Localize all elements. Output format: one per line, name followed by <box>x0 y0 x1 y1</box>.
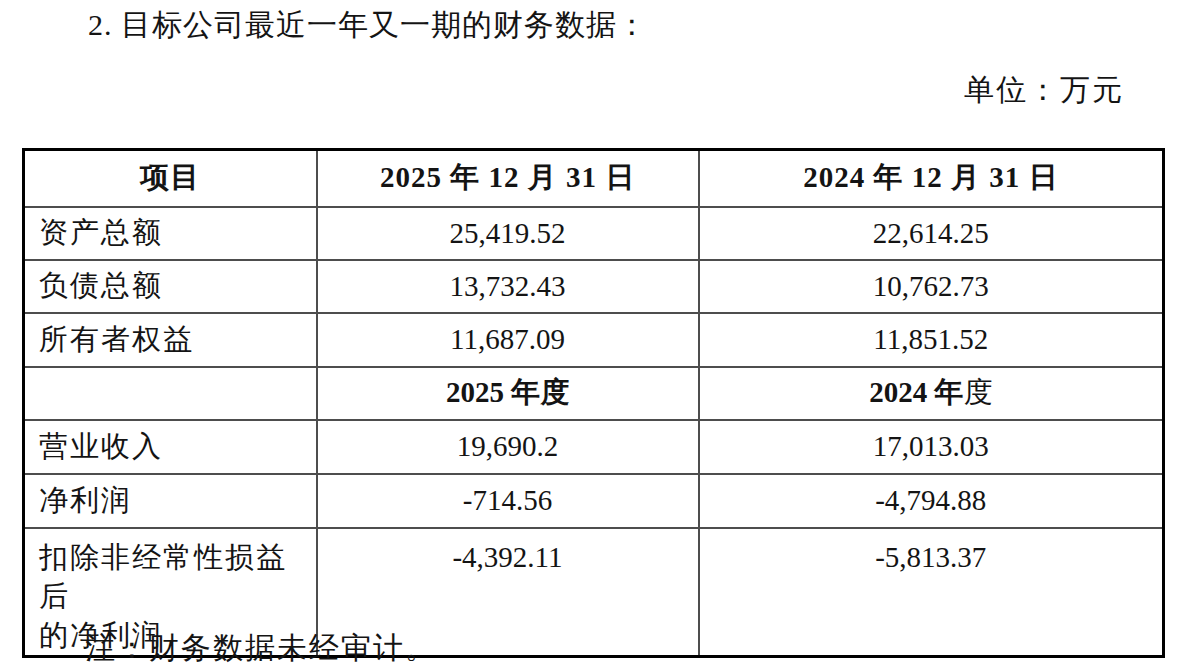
empty-cell <box>24 367 317 420</box>
table-row-operating-revenue: 营业收入 19,690.2 17,013.03 <box>24 420 1164 474</box>
row-label: 营业收入 <box>24 420 317 474</box>
table-header-row: 项目 2025 年 12 月 31 日 2024 年 12 月 31 日 <box>24 150 1164 207</box>
column-header-2024-date: 2024 年 12 月 31 日 <box>699 150 1164 207</box>
footnote: 注：财务数据未经审计。 <box>85 628 437 669</box>
table-row-total-liabilities: 负债总额 13,732.43 10,762.73 <box>24 260 1164 313</box>
row-label: 负债总额 <box>24 260 317 313</box>
value-2025: 25,419.52 <box>317 207 699 260</box>
unit-label: 单位：万元 <box>964 70 1124 111</box>
period-header-row: 2025 年度 2024 年度 <box>24 367 1164 420</box>
period-header-2024-year: 2024 年 <box>869 376 963 408</box>
value-2024: -5,813.37 <box>699 528 1164 657</box>
table-row-total-assets: 资产总额 25,419.52 22,614.25 <box>24 207 1164 260</box>
table-row-owners-equity: 所有者权益 11,687.09 11,851.52 <box>24 313 1164 367</box>
table-row-net-profit: 净利润 -714.56 -4,794.88 <box>24 474 1164 528</box>
row-label-line1: 扣除非经常性损益后 <box>39 538 316 616</box>
value-2025: 11,687.09 <box>317 313 699 367</box>
row-label: 所有者权益 <box>24 313 317 367</box>
value-2024: -4,794.88 <box>699 474 1164 528</box>
period-header-2024-suffix: 度 <box>963 376 992 408</box>
value-2025: 19,690.2 <box>317 420 699 474</box>
value-2024: 10,762.73 <box>699 260 1164 313</box>
value-2025: 13,732.43 <box>317 260 699 313</box>
value-2024: 11,851.52 <box>699 313 1164 367</box>
period-header-2024: 2024 年度 <box>699 367 1164 420</box>
row-label: 净利润 <box>24 474 317 528</box>
value-2024: 17,013.03 <box>699 420 1164 474</box>
period-header-2025: 2025 年度 <box>317 367 699 420</box>
value-2025: -714.56 <box>317 474 699 528</box>
row-label: 资产总额 <box>24 207 317 260</box>
column-header-item: 项目 <box>24 150 317 207</box>
financial-data-table: 项目 2025 年 12 月 31 日 2024 年 12 月 31 日 资产总… <box>22 148 1165 658</box>
section-title: 2. 目标公司最近一年又一期的财务数据： <box>88 5 648 46</box>
value-2024: 22,614.25 <box>699 207 1164 260</box>
column-header-2025-date: 2025 年 12 月 31 日 <box>317 150 699 207</box>
